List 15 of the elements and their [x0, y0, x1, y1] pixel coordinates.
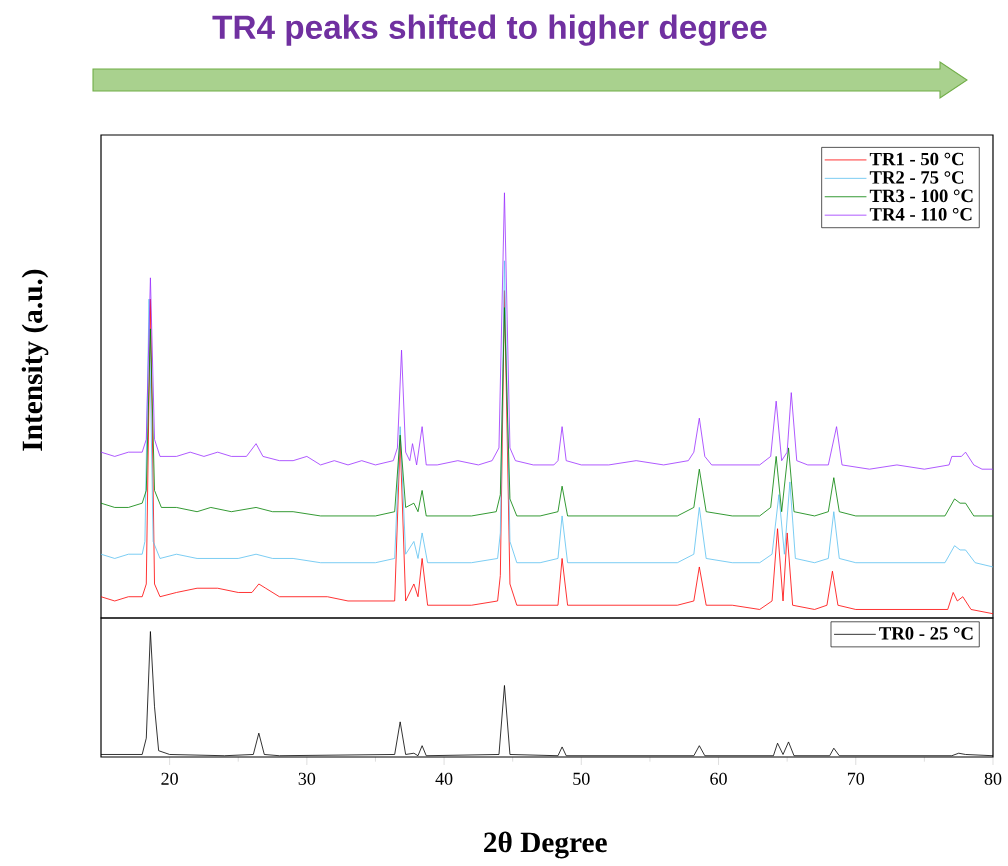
x-tick-label: 50	[573, 772, 590, 785]
y-axis-title: Intensity (a.u.)	[21, 269, 49, 451]
legend-label: TR0 - 25 °C	[879, 627, 973, 640]
legend-label: TR4 - 110 °C	[869, 207, 972, 221]
x-tick-label: 60	[710, 772, 727, 785]
x-tick-label: 70	[847, 772, 865, 785]
chart-title: TR4 peaks shifted to higher degree	[212, 14, 767, 46]
legend-label: TR1 - 50 °C	[869, 152, 964, 166]
x-tick-label: 40	[435, 772, 453, 785]
legend-label: TR3 - 100 °C	[869, 189, 973, 203]
x-tick-label: 80	[984, 772, 1002, 785]
x-tick-label: 30	[298, 772, 316, 785]
x-tick-label: 20	[161, 772, 178, 785]
x-axis-title: 2θ Degree	[484, 831, 607, 859]
legend-label: TR2 - 75 °C	[869, 171, 964, 184]
